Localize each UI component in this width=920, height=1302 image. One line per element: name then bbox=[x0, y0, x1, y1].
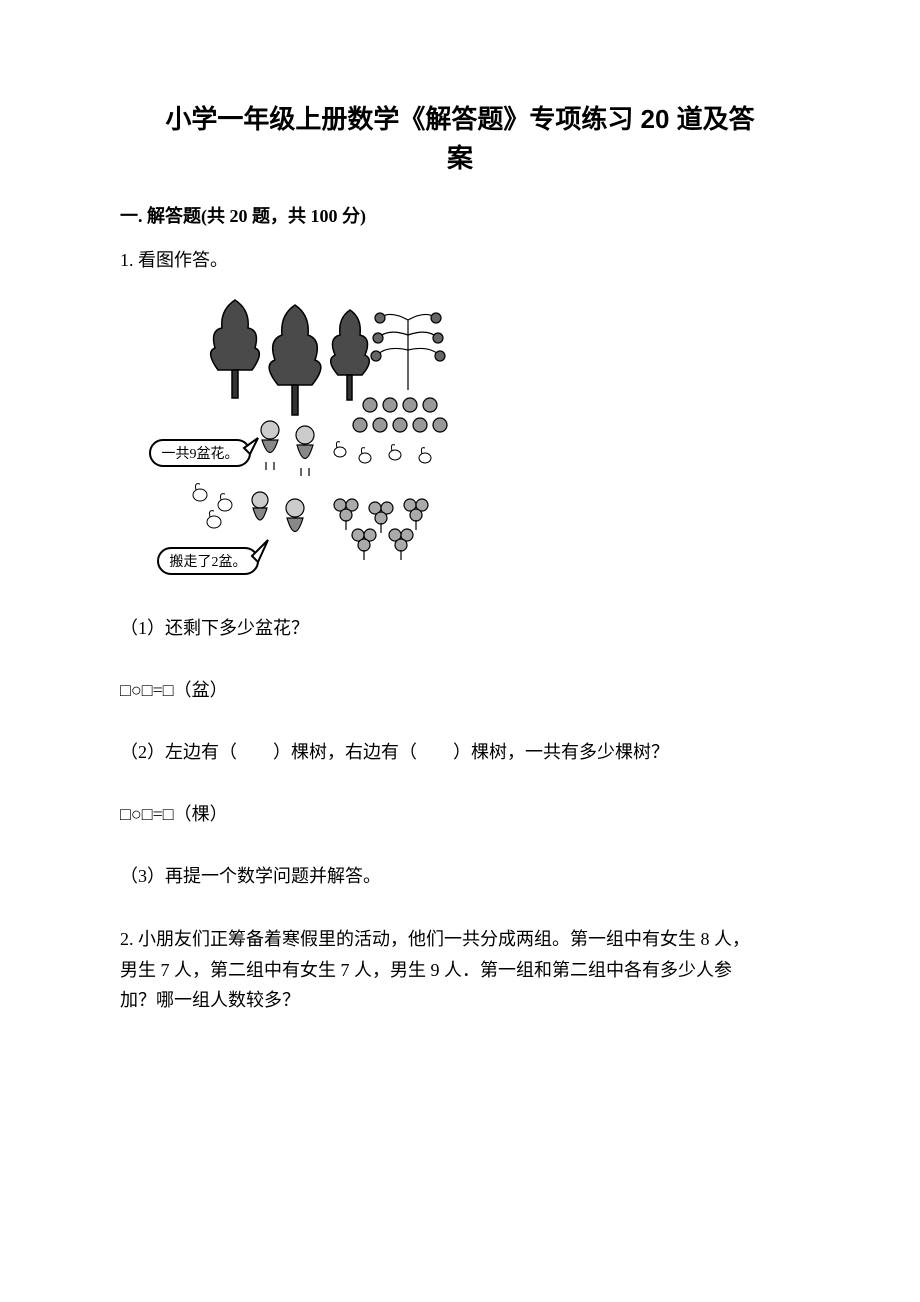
q2: 2. 小朋友们正筹备着寒假里的活动，他们一共分成两组。第一组中有女生 8 人， … bbox=[120, 924, 800, 1016]
q1-illustration: 一共9盆花。 搬走了2盆。 bbox=[140, 290, 470, 590]
q1: 1. 看图作答。 bbox=[120, 246, 800, 272]
balloon-1-text: 一共9盆花。 bbox=[162, 446, 239, 462]
q1-sub3: （3）再提一个数学问题并解答。 bbox=[120, 862, 800, 888]
page-title: 小学一年级上册数学《解答题》专项练习 20 道及答 案 bbox=[120, 100, 800, 178]
q1-formula2: □○□=□（棵） bbox=[120, 800, 800, 826]
title-line2: 案 bbox=[447, 143, 473, 173]
q2-line2: 男生 7 人，第二组中有女生 7 人，男生 9 人．第一组和第二组中各有多少人参 bbox=[120, 960, 732, 980]
balloon-2-text: 搬走了2盆。 bbox=[170, 554, 247, 570]
section-header: 一. 解答题(共 20 题，共 100 分) bbox=[120, 202, 800, 228]
q1-formula1: □○□=□（盆） bbox=[120, 676, 800, 702]
q1-sub2: （2）左边有（ ）棵树，右边有（ ）棵树，一共有多少棵树？ bbox=[120, 738, 800, 764]
illustration-svg: 一共9盆花。 搬走了2盆。 bbox=[140, 290, 470, 590]
q2-line3: 加？哪一组人数较多？ bbox=[120, 990, 300, 1010]
q2-line1: 2. 小朋友们正筹备着寒假里的活动，他们一共分成两组。第一组中有女生 8 人， bbox=[120, 929, 750, 949]
q1-sub1: （1）还剩下多少盆花？ bbox=[120, 614, 800, 640]
title-line1: 小学一年级上册数学《解答题》专项练习 20 道及答 bbox=[165, 104, 754, 134]
